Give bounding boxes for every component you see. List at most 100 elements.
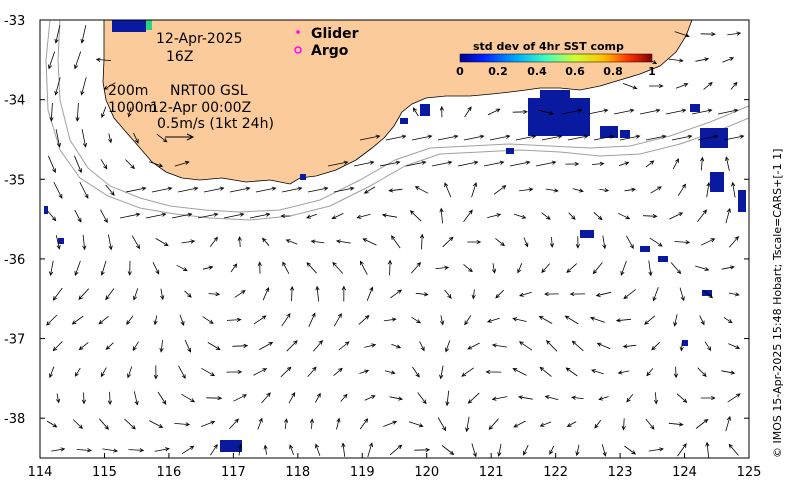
colorbar-ticks: 0 0.2 0.4 0.6 0.8 1 [456,65,656,78]
current-arrow [78,342,89,351]
current-arrow [626,235,634,249]
current-arrow [648,260,653,277]
current-arrow [387,259,393,276]
current-arrow [673,366,679,379]
current-arrow [226,317,242,322]
current-arrow [151,186,173,193]
current-arrow [341,285,346,302]
current-arrow [390,289,403,299]
current-arrow [229,186,251,193]
current-arrow [155,238,169,247]
current-arrow [55,235,61,250]
current-arrow [461,367,474,377]
current-arrow [359,134,381,141]
current-arrow [587,108,609,115]
current-arrow [649,83,664,89]
current-arrow [95,57,112,62]
current-arrow [730,81,738,90]
current-arrow [704,341,712,352]
current-arrow [596,342,611,350]
current-arrow [561,108,583,115]
x-tick-label: 123 [608,465,633,480]
current-arrow [467,342,480,350]
y-tick-label: -37 [4,333,25,348]
product-time-label: 12-Apr 00:00Z [150,100,251,116]
current-arrow [145,212,167,219]
current-arrow [488,418,499,430]
current-arrow [306,262,317,274]
current-arrow [675,83,689,89]
current-arrow [48,51,56,70]
current-arrow [670,262,682,275]
current-arrow [491,343,507,348]
current-arrow [566,263,577,274]
current-arrow [512,109,528,115]
current-arrow [441,445,455,456]
current-arrow [595,291,612,297]
plot-frame [39,19,750,459]
current-arrow [226,369,243,375]
current-arrow [568,212,576,220]
current-arrow [289,285,295,302]
current-arrow [622,344,637,349]
current-arrow [673,314,678,327]
current-arrow [592,262,603,275]
current-arrow [696,209,707,223]
current-arrow [439,365,444,380]
current-arrow [463,209,473,222]
current-arrow [419,233,425,250]
current-arrow [315,443,321,456]
current-arrow [649,237,663,247]
current-arrow [467,239,482,245]
current-arrow [381,213,398,218]
current-arrow [700,156,705,171]
contour-1000m [45,20,749,221]
current-arrow [619,134,641,141]
current-arrow [411,316,421,324]
current-arrow [411,134,433,141]
current-arrow [383,317,397,322]
current-arrow [487,213,502,218]
current-arrow [333,367,343,376]
current-arrow [464,315,472,326]
current-arrow [489,134,511,141]
current-arrow [519,291,532,297]
current-arrow [541,212,551,220]
current-arrow [445,340,451,353]
current-arrow [366,286,374,301]
argo-marker-icon [294,46,302,54]
current-arrow [697,367,707,377]
current-arrow [700,395,716,401]
current-arrow [412,366,420,378]
current-arrow [149,161,164,168]
current-arrow [651,341,661,351]
current-arrow [160,288,165,301]
current-arrow [153,315,158,326]
current-arrow [539,421,552,427]
current-arrow [253,368,268,376]
current-arrow [202,265,214,270]
current-arrow [464,106,472,118]
current-arrow [197,212,219,219]
current-arrow [495,238,506,247]
current-arrow [119,212,141,219]
current-arrow [731,181,736,198]
current-arrow [442,236,454,248]
current-arrow [208,292,221,297]
y-tick-label: -36 [4,253,25,268]
x-tick-label: 115 [92,465,117,480]
current-arrow [615,318,631,323]
current-arrow [512,317,527,322]
current-arrow [566,421,577,427]
current-arrow [332,261,344,274]
current-arrow [362,238,377,246]
glider-label: Glider [311,26,359,42]
current-arrow [49,102,54,122]
current-arrow [435,265,450,270]
x-tick-label: 119 [350,465,375,480]
current-arrow [233,394,248,402]
colorbar-title: std dev of 4hr SST comp [473,40,624,53]
current-arrow [642,214,658,219]
current-arrow [644,315,656,325]
current-arrow [728,443,739,456]
